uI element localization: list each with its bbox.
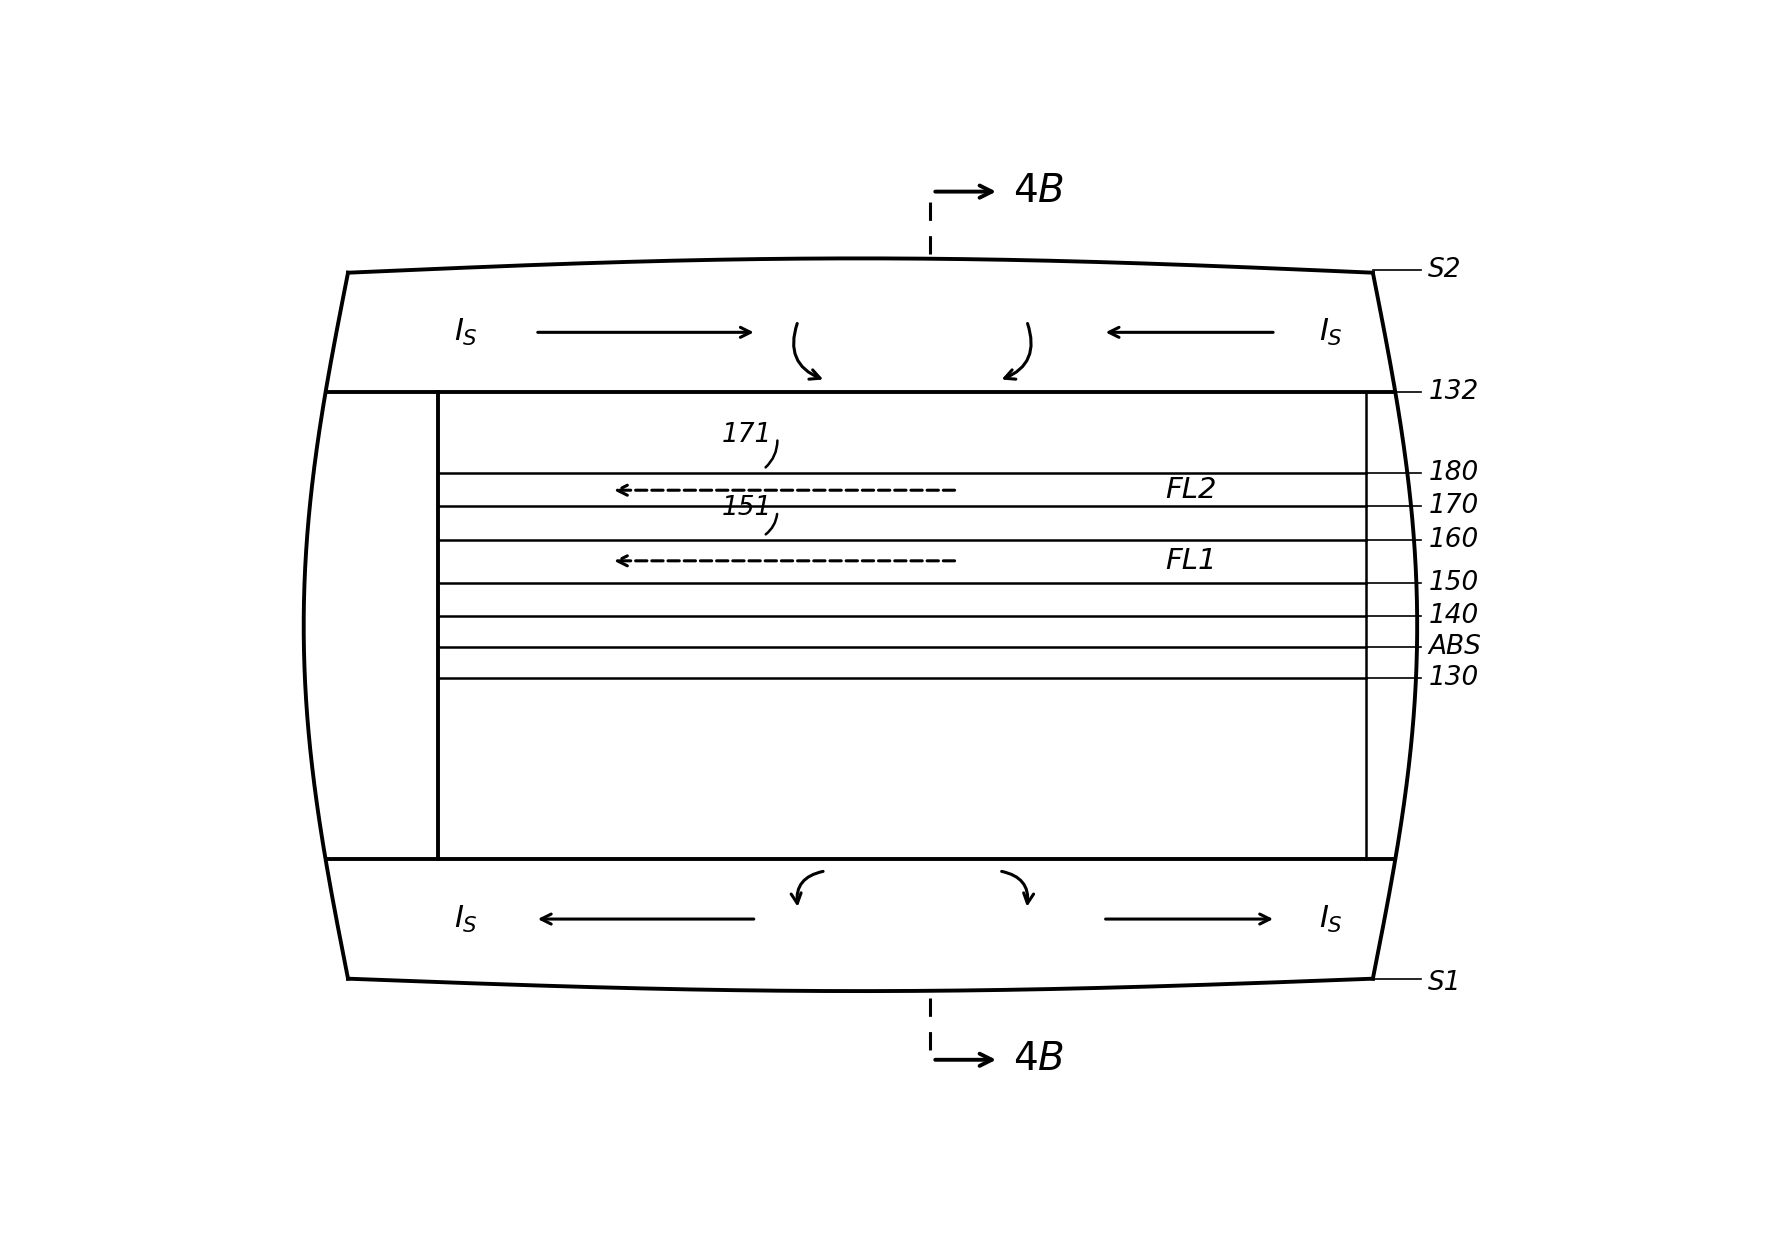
Text: 180: 180 <box>1428 460 1478 486</box>
Text: FL2: FL2 <box>1165 476 1217 504</box>
Text: 171: 171 <box>722 422 772 447</box>
Text: FL1: FL1 <box>1165 546 1217 575</box>
Text: $I_S$: $I_S$ <box>454 317 477 348</box>
Text: $I_S$: $I_S$ <box>454 903 477 934</box>
Text: $\mathbf{\mathit{4B}}$: $\mathbf{\mathit{4B}}$ <box>1013 1040 1063 1078</box>
Text: S1: S1 <box>1428 970 1462 996</box>
Text: 150: 150 <box>1428 570 1478 596</box>
Text: $I_S$: $I_S$ <box>1319 317 1344 348</box>
Text: 151: 151 <box>722 496 772 522</box>
Text: 130: 130 <box>1428 665 1478 691</box>
Text: ABS: ABS <box>1428 633 1481 659</box>
Text: 132: 132 <box>1428 379 1478 405</box>
Text: S2: S2 <box>1428 256 1462 282</box>
Text: 160: 160 <box>1428 527 1478 553</box>
Text: $\mathbf{\mathit{4B}}$: $\mathbf{\mathit{4B}}$ <box>1013 172 1063 209</box>
Text: $I_S$: $I_S$ <box>1319 903 1344 934</box>
Text: 140: 140 <box>1428 603 1478 629</box>
Text: 170: 170 <box>1428 493 1478 519</box>
